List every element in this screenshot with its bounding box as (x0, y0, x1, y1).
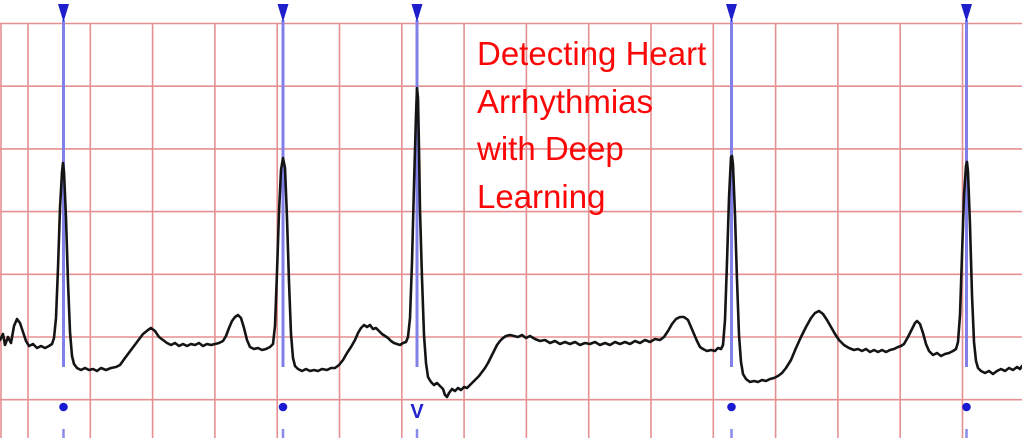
beat-dot-icon (278, 402, 288, 412)
slide-title: Detecting Heart Arrhythmias with Deep Le… (477, 35, 707, 215)
beat-dot-icon (727, 402, 736, 412)
beat-dot-icon (59, 402, 68, 412)
beat-triangle-icon (961, 4, 972, 22)
beat-label-v: V (410, 401, 424, 423)
beat-triangle-icon (277, 4, 289, 22)
beat-triangle-icon (411, 4, 423, 22)
beat-triangle-icon (726, 4, 737, 22)
beat-triangle-icon (58, 4, 69, 22)
beat-dot-icon (962, 402, 971, 412)
ecg-trace (0, 86, 1022, 399)
